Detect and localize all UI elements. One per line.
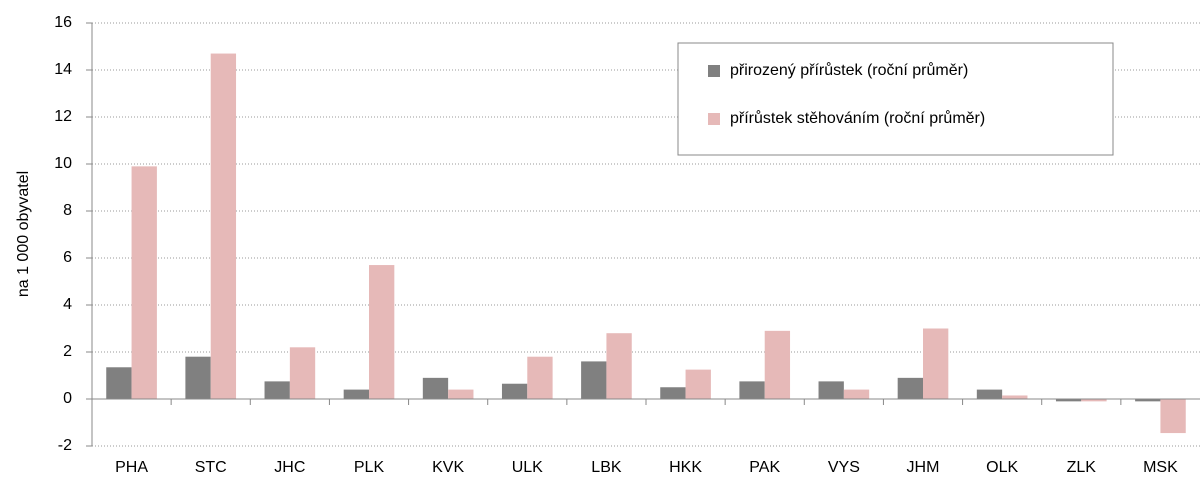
bar bbox=[818, 381, 844, 399]
y-tick-label: -2 bbox=[58, 437, 72, 454]
y-tick-label: 14 bbox=[54, 61, 72, 78]
legend-label: přírůstek stěhováním (roční průměr) bbox=[730, 109, 985, 127]
legend-swatch bbox=[708, 113, 720, 125]
bar bbox=[369, 265, 395, 399]
y-axis-label: na 1 000 obyvatel bbox=[15, 171, 32, 297]
x-tick-label: OLK bbox=[986, 459, 1018, 476]
legend-box bbox=[677, 42, 1114, 156]
x-tick-label: LBK bbox=[591, 459, 622, 476]
legend-label: přirozený přírůstek (roční průměr) bbox=[730, 61, 968, 79]
y-tick-label: 4 bbox=[63, 296, 72, 313]
bar bbox=[897, 377, 923, 399]
bar bbox=[422, 377, 449, 399]
x-tick-label: PAK bbox=[749, 459, 780, 476]
y-tick-label: 2 bbox=[63, 343, 72, 360]
bar bbox=[1160, 399, 1186, 434]
y-tick-label: 10 bbox=[54, 155, 72, 172]
x-tick-label: MSK bbox=[1143, 459, 1178, 476]
y-tick-label: 12 bbox=[54, 108, 72, 125]
bar bbox=[976, 389, 1003, 399]
bar bbox=[843, 389, 870, 399]
x-tick-label: JHC bbox=[274, 459, 305, 476]
bar bbox=[1002, 395, 1028, 399]
bar bbox=[289, 347, 316, 399]
x-tick-label: ULK bbox=[512, 459, 543, 476]
bar bbox=[448, 389, 474, 399]
bar bbox=[106, 367, 132, 399]
bar bbox=[185, 356, 211, 399]
bar bbox=[581, 361, 607, 399]
bar bbox=[1081, 399, 1107, 402]
bar bbox=[1135, 399, 1161, 402]
bar bbox=[527, 356, 553, 399]
x-tick-label: VYS bbox=[828, 459, 860, 476]
x-tick-label: ZLK bbox=[1067, 459, 1097, 476]
bar bbox=[210, 53, 237, 400]
bar bbox=[606, 333, 632, 399]
y-tick-label: 8 bbox=[63, 202, 72, 219]
x-tick-label: JHM bbox=[907, 459, 940, 476]
x-tick-label: PHA bbox=[115, 459, 148, 476]
bar bbox=[660, 387, 686, 399]
bar bbox=[685, 369, 711, 399]
bar bbox=[739, 381, 765, 399]
bar bbox=[343, 389, 369, 399]
y-tick-label: 6 bbox=[63, 249, 72, 266]
y-tick-label: 16 bbox=[54, 14, 72, 31]
x-tick-label: STC bbox=[195, 459, 227, 476]
x-tick-label: HKK bbox=[669, 459, 702, 476]
bar bbox=[131, 166, 157, 399]
x-tick-label: KVK bbox=[432, 459, 464, 476]
bar bbox=[923, 328, 949, 399]
bar bbox=[501, 383, 528, 399]
y-tick-label: 0 bbox=[63, 390, 72, 407]
x-tick-label: PLK bbox=[354, 459, 385, 476]
bar bbox=[764, 330, 791, 399]
bar bbox=[264, 381, 290, 399]
bar bbox=[1055, 399, 1082, 402]
legend-swatch bbox=[708, 65, 720, 77]
